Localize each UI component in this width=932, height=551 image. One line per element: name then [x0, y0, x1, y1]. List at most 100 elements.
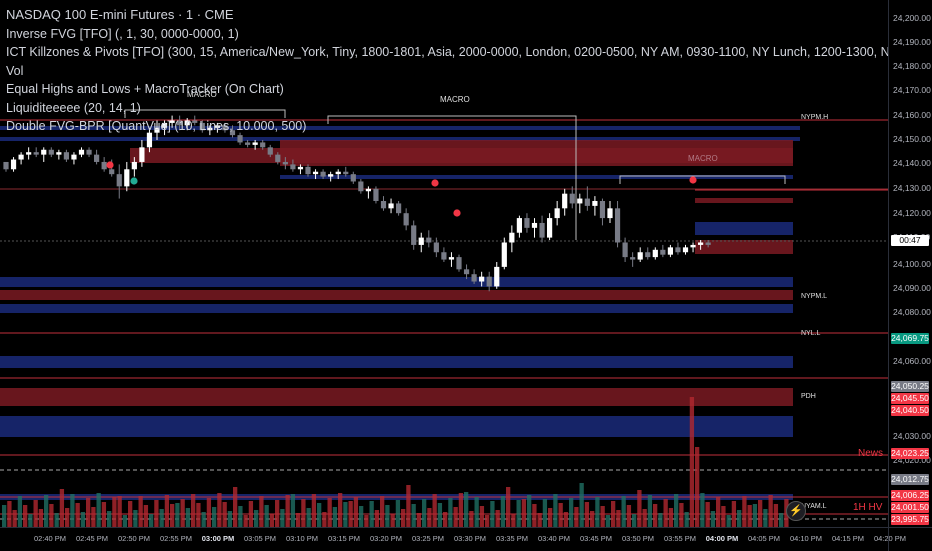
volume-bar [773, 504, 779, 527]
volume-bar [490, 501, 495, 527]
candle-body [18, 154, 24, 160]
volume-bar [133, 510, 138, 527]
candle-body [509, 232, 515, 243]
candle-body [554, 208, 560, 219]
candle-body [456, 257, 462, 270]
price-tick: 24,080.00 [893, 307, 931, 317]
volume-bar [453, 507, 458, 527]
volume-bar [726, 515, 731, 527]
time-tick: 04:05 PM [747, 534, 781, 543]
candle-body [131, 161, 137, 170]
volume-bar [332, 507, 338, 527]
candle-body [486, 276, 492, 287]
candle-body [562, 193, 568, 209]
volume-bar [710, 511, 716, 527]
candle-body [365, 188, 371, 192]
volume-bar [411, 504, 416, 527]
time-tick: 02:40 PM [33, 534, 67, 543]
volume-bar [301, 499, 306, 527]
price-tick: 24,100.00 [893, 259, 931, 269]
bolt-icon[interactable]: ⚡ [786, 501, 806, 521]
volume-bar [311, 494, 317, 527]
volume-bar [432, 494, 437, 527]
volume-bar [758, 500, 763, 527]
candle-body [252, 142, 258, 145]
volume-bar [437, 503, 443, 527]
volume-bar [107, 511, 112, 527]
candle-body [630, 257, 636, 260]
indicator-volume[interactable]: Vol [6, 63, 24, 78]
volume-bar [658, 513, 663, 527]
candle-body [539, 222, 545, 238]
volume-bar [584, 502, 590, 527]
volume-bar [380, 496, 385, 527]
candle-body [222, 125, 228, 131]
volume-bar [353, 497, 359, 527]
time-tick: 04:00 PM [705, 534, 739, 543]
candle-body [547, 218, 553, 238]
symbol-title[interactable]: NASDAQ 100 E-mini Futures · 1 · CME [6, 7, 234, 22]
price-tag: 24,069.75 [891, 333, 929, 344]
candle-body [320, 171, 326, 177]
candle-body [358, 181, 364, 192]
chart-pane[interactable]: NASDAQ 100 E-mini Futures · 1 · CME Inve… [0, 0, 888, 527]
volume-bar [269, 514, 275, 527]
volume-bar [705, 502, 710, 527]
time-tick: 03:10 PM [285, 534, 319, 543]
price-tick: 24,170.00 [893, 85, 931, 95]
candle-body [275, 154, 281, 162]
candle-body [260, 142, 266, 148]
fvg-zone [0, 126, 800, 130]
candle-body [494, 266, 500, 287]
volume-bar [385, 505, 390, 527]
countdown-tag: 00:47 [891, 235, 929, 246]
volume-bar [395, 500, 401, 527]
volume-bar [574, 507, 579, 527]
volume-bar [779, 513, 784, 527]
time-tick: 02:50 PM [117, 534, 151, 543]
volume-bar [2, 505, 7, 527]
candle-body [614, 208, 621, 243]
time-axis[interactable]: 02:40 PM 02:45 PM 02:50 PM 02:55 PM 03:00 PM… [0, 527, 906, 551]
fvg-zone [695, 240, 793, 254]
volume-bar [243, 515, 248, 527]
volume-bar [406, 485, 411, 527]
volume-bar [364, 515, 369, 527]
candle-body [403, 213, 409, 226]
indicator-equal-highs-lows[interactable]: Equal Highs and Lows + MacroTracker (On … [6, 82, 284, 96]
fvg-zone [0, 304, 793, 313]
volume-bar [164, 495, 170, 527]
indicator-double-fvg[interactable]: Double FVG-BPR [QuantVue] (10, Lines, 10… [6, 119, 307, 133]
time-tick: 03:05 PM [243, 534, 277, 543]
volume-bar [485, 515, 490, 527]
indicator-killzones[interactable]: ICT Killzones & Pivots [TFO] (300, 15, A… [6, 45, 888, 59]
volume-bar [238, 506, 243, 527]
volume-bar [154, 500, 159, 527]
volume-bar [86, 498, 91, 527]
price-tick: 24,150.00 [893, 134, 931, 144]
price-tick: 24,090.00 [893, 283, 931, 293]
fvg-zone [0, 356, 793, 368]
price-axis[interactable]: 24,200.00 24,190.00 24,180.00 24,170.00 … [888, 0, 932, 527]
candle-body [10, 159, 17, 170]
candle-body [350, 174, 356, 182]
candle-body [652, 249, 658, 258]
volume-bar [548, 508, 553, 527]
volume-bar [553, 494, 558, 527]
indicator-liquidity[interactable]: Liquiditeeeee (20, 14, 1) [6, 100, 141, 115]
volume-bar [511, 514, 516, 527]
candle-body [297, 166, 304, 170]
volume-bar [611, 501, 616, 527]
volume-bar [679, 503, 684, 527]
volume-bar [285, 495, 290, 527]
price-chart[interactable] [0, 0, 888, 527]
candle-body [63, 152, 69, 160]
indicator-inverse-fvg[interactable]: Inverse FVG [TFO] (, 1, 30, 0000-0000, 1… [6, 26, 239, 41]
candle-body [109, 169, 115, 175]
volume-bar [527, 495, 532, 527]
candle-body [161, 122, 168, 128]
volume-bar [343, 502, 348, 527]
volume-bar [44, 495, 49, 527]
volume-bar [626, 505, 632, 527]
volume-bar [196, 503, 201, 527]
